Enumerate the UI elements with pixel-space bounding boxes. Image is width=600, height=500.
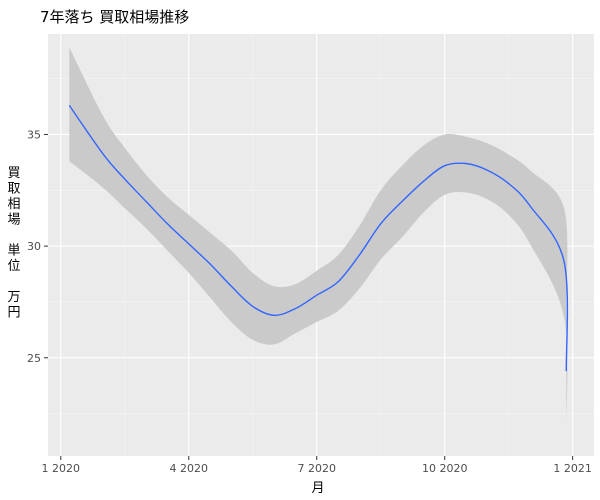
x-tick-label: 10 2020: [422, 462, 468, 475]
y-tick-label: 30: [27, 240, 41, 253]
plot-panel: [48, 34, 594, 456]
chart-title: 7年落ち 買取相場推移: [40, 8, 189, 26]
x-tick-label: 1 2020: [42, 462, 81, 475]
y-axis-title: 買取相場 単位 万円: [7, 166, 20, 321]
smooth-line: [68, 105, 569, 372]
x-tick-label: 1 2021: [553, 462, 592, 475]
y-tick-label: 25: [27, 352, 41, 365]
y-axis: 25 30 35: [27, 128, 48, 365]
x-axis: 1 2020 4 2020 7 2020 10 2020 1 2021: [42, 456, 592, 475]
confidence-band: [69, 47, 568, 432]
x-axis-title: 月: [311, 481, 324, 496]
y-tick-label: 35: [27, 128, 41, 141]
x-tick-label: 4 2020: [170, 462, 209, 475]
x-tick-label: 7 2020: [297, 462, 336, 475]
panel-background: [48, 34, 594, 456]
